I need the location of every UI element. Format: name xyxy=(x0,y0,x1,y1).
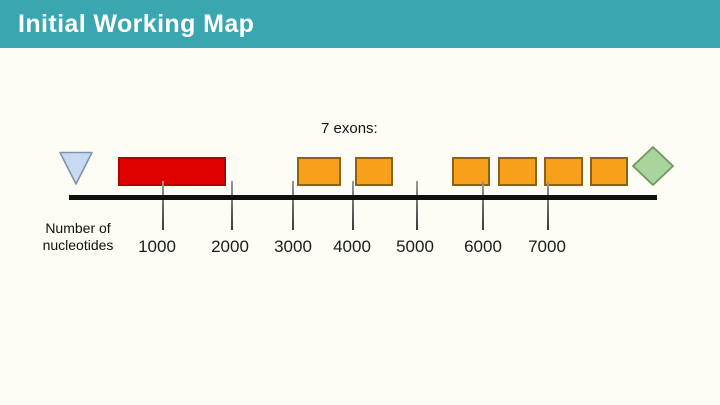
tick-label-4000: 4000 xyxy=(333,237,371,256)
axis-caption: Number of nucleotides xyxy=(34,220,122,254)
axis-tick-2000 xyxy=(231,181,233,230)
tick-label-3000: 3000 xyxy=(274,237,312,256)
axis-caption-line1: Number of xyxy=(45,220,111,236)
axis-tick-5000 xyxy=(416,181,418,230)
axis-tick-1000 xyxy=(162,181,164,230)
exon-block-5 xyxy=(498,157,537,186)
exon-block-4 xyxy=(452,157,490,186)
nucleotide-axis-line xyxy=(69,195,657,200)
slide-header: Initial Working Map xyxy=(0,0,720,48)
exon-block-3 xyxy=(355,157,393,186)
axis-tick-3000 xyxy=(292,181,294,230)
axis-caption-line2: nucleotides xyxy=(42,237,114,253)
tick-label-6000: 6000 xyxy=(464,237,502,256)
axis-tick-6000 xyxy=(482,181,484,230)
page-title: Initial Working Map xyxy=(18,10,255,38)
end-diamond-icon xyxy=(632,146,674,186)
axis-tick-4000 xyxy=(352,181,354,230)
exon-block-1-red xyxy=(118,157,226,186)
exons-count-label: 7 exons: xyxy=(321,120,378,137)
axis-tick-7000 xyxy=(547,181,549,230)
tick-label-1000: 1000 xyxy=(138,237,176,256)
exon-block-7 xyxy=(590,157,628,186)
tick-label-2000: 2000 xyxy=(211,237,249,256)
exon-block-6 xyxy=(544,157,583,186)
exon-block-2 xyxy=(297,157,341,186)
tick-label-7000: 7000 xyxy=(528,237,566,256)
start-triangle-icon xyxy=(59,151,93,185)
tick-label-5000: 5000 xyxy=(396,237,434,256)
